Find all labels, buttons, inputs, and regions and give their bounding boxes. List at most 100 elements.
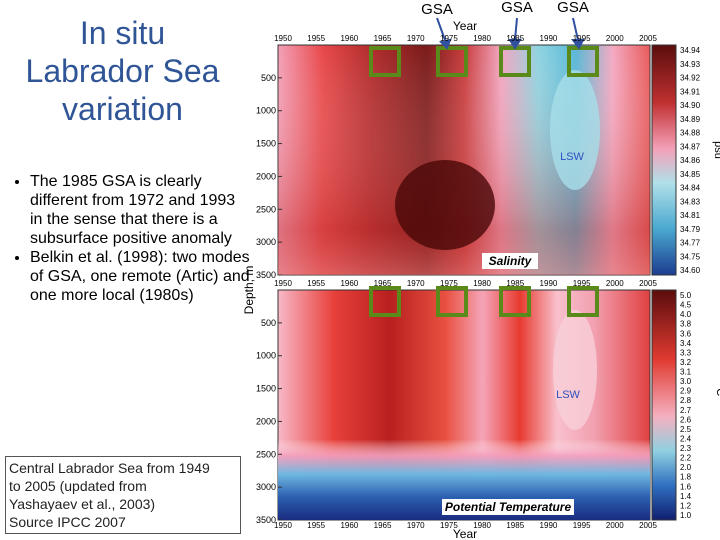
year-tick-label: 1965 [374,521,392,530]
colorbar-label: 34.77 [680,239,701,248]
depth-tick-label: 3000 [256,237,276,247]
colorbar-label: 3.1 [680,368,692,377]
colorbar-label: 34.92 [680,74,701,83]
colorbar-label: 1.2 [680,501,692,510]
depth-tick-label: 2500 [256,204,276,214]
salinity-colorbar [651,44,677,276]
year-tick-label: 2005 [639,34,657,43]
year-tick-label: 1955 [307,521,325,530]
caption-line: Central Labrador Sea from 1949 [9,460,210,476]
colorbar-label: 34.83 [680,197,701,206]
colorbar-label: 34.60 [680,266,701,275]
bullet-list: The 1985 GSA is clearly different from 1… [8,172,252,305]
depth-tick-label: 3500 [256,515,276,525]
year-tick-label: 1980 [473,521,491,530]
gsa-label: GSA [557,0,589,16]
colorbar-label: 2.8 [680,396,692,405]
year-tick-label: 1960 [340,34,358,43]
year-tick-label: 1990 [540,521,558,530]
colorbar-label: 3.3 [680,348,692,357]
colorbar-label: 4.0 [680,310,692,319]
depth-tick-label: 500 [261,73,276,83]
colorbar-label: 2.4 [680,434,692,443]
year-tick-label: 1970 [407,279,425,288]
temperature-colorbar [651,289,677,521]
year-tick-label: 1965 [374,279,392,288]
year-tick-label: 1955 [307,279,325,288]
year-tick-label: 2000 [606,279,624,288]
colorbar-label: 2.7 [680,406,692,415]
x-axis-label: Year [453,527,477,540]
colorbar-label: 34.90 [680,101,701,110]
caption-line: Source IPCC 2007 [9,514,126,530]
year-tick-label: 1990 [540,34,558,43]
depth-tick-label: 3500 [256,270,276,280]
colorbar-label: 2.6 [680,415,692,424]
colorbar-label: 34.84 [680,184,701,193]
colorbar-label: 34.93 [680,60,701,69]
year-tick-label: 1975 [440,279,458,288]
colorbar-label: 3.4 [680,339,692,348]
year-tick-label: 1980 [473,34,491,43]
panel-shade [278,290,650,520]
colorbar-label: 2.5 [680,425,692,434]
panel-label-box [442,499,574,515]
year-tick-label: 1950 [274,279,292,288]
year-tick-label: 1985 [506,521,524,530]
colorbar-label: 3.8 [680,320,692,329]
colorbar-label: 5.0 [680,291,692,300]
panel-label: Salinity [489,254,533,268]
year-tick-label: 1960 [340,279,358,288]
colorbar-label: 3.2 [680,358,692,367]
depth-tick-label: 2000 [256,416,276,426]
colorbar-label: 34.79 [680,225,701,234]
depth-tick-label: 2500 [256,449,276,459]
year-tick-label: 2000 [606,34,624,43]
year-tick-label: 1955 [307,34,325,43]
year-tick-label: 1995 [573,279,591,288]
colorbar-label: 34.75 [680,252,701,261]
colorbar-label: 2.9 [680,387,692,396]
year-tick-label: 1995 [573,521,591,530]
x-axis-label: Year [453,19,477,33]
colorbar-label: 34.91 [680,87,701,96]
slide-title: In situ Labrador Sea variation [0,14,245,128]
contour-blob [550,70,600,190]
panel-label: Potential Temperature [445,500,572,514]
depth-tick-label: 1500 [256,384,276,394]
gsa-label: GSA [421,1,453,18]
colorbar-label: 34.88 [680,129,701,138]
year-tick-label: 2005 [639,521,657,530]
title-line: In situ [79,15,166,51]
colorbar-label: 34.89 [680,115,701,124]
colorbar-label: 1.0 [680,511,692,520]
y-axis-label: Depth, m [242,266,256,315]
gsa-boxes [369,46,599,317]
bullet: Belkin et al. (1998): two modes of GSA, … [30,248,252,305]
caption-line: to 2005 (updated from [9,478,147,494]
depth-tick-label: 1000 [256,351,276,361]
year-tick-label: 1970 [407,34,425,43]
gsa-arrows [436,17,585,50]
depth-tick-label: 2000 [256,171,276,181]
unit-label: psu [712,141,720,159]
year-tick-label: 1975 [440,34,458,43]
caption: Central Labrador Sea from 1949 to 2005 (… [5,456,241,534]
year-tick-label: 2000 [606,521,624,530]
colorbar-label: 3.6 [680,329,692,338]
colorbar-label: 3.0 [680,377,692,386]
colorbar-label: 2.3 [680,444,692,453]
year-tick-label: 1985 [506,34,524,43]
caption-line: Yashayaev et al., 2003) [9,496,156,512]
gsa-label: GSA [501,0,533,16]
colorbar-label: 34.85 [680,170,701,179]
colorbar-label: 1.8 [680,473,692,482]
year-tick-label: 1995 [573,34,591,43]
depth-tick-label: 1000 [256,106,276,116]
depth-tick-label: 1500 [256,139,276,149]
year-tick-label: 1960 [340,521,358,530]
colorbar-label: 34.86 [680,156,701,165]
title-line: Labrador Sea [25,53,220,89]
year-tick-label: 2005 [639,279,657,288]
